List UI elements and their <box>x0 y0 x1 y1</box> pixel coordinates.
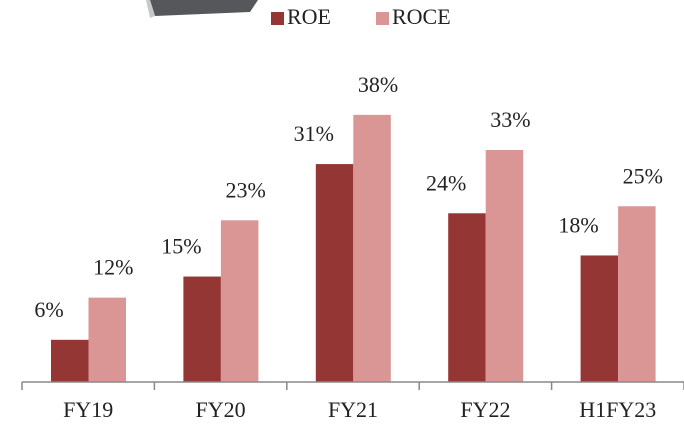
x-tick-label: FY19 <box>63 397 113 422</box>
data-label: 15% <box>161 234 201 259</box>
decoration <box>146 0 155 18</box>
legend-swatch <box>376 12 389 25</box>
bar <box>88 297 126 382</box>
data-label: 18% <box>558 213 598 238</box>
bar <box>448 213 486 382</box>
bar <box>220 220 259 382</box>
data-label: 12% <box>93 255 133 280</box>
data-label: 25% <box>623 163 663 188</box>
bar <box>580 255 619 382</box>
decoration <box>150 0 258 16</box>
data-label: 38% <box>358 72 398 97</box>
legend-label: ROCE <box>392 4 451 29</box>
bar <box>485 150 524 382</box>
bar <box>183 276 221 382</box>
data-label: 24% <box>426 170 466 195</box>
data-label: 6% <box>34 297 63 322</box>
x-tick-label: FY20 <box>196 397 246 422</box>
data-label: 31% <box>294 121 334 146</box>
data-label: 23% <box>225 177 265 202</box>
legend-label: ROE <box>287 4 331 29</box>
bar <box>618 206 656 382</box>
data-label: 33% <box>490 107 530 132</box>
x-tick-label: FY22 <box>460 397 510 422</box>
x-tick-label: FY21 <box>328 397 378 422</box>
legend-swatch <box>271 12 284 25</box>
bar <box>353 114 391 383</box>
x-tick-label: H1FY23 <box>579 397 656 422</box>
bar <box>51 339 89 382</box>
bar <box>315 164 354 382</box>
